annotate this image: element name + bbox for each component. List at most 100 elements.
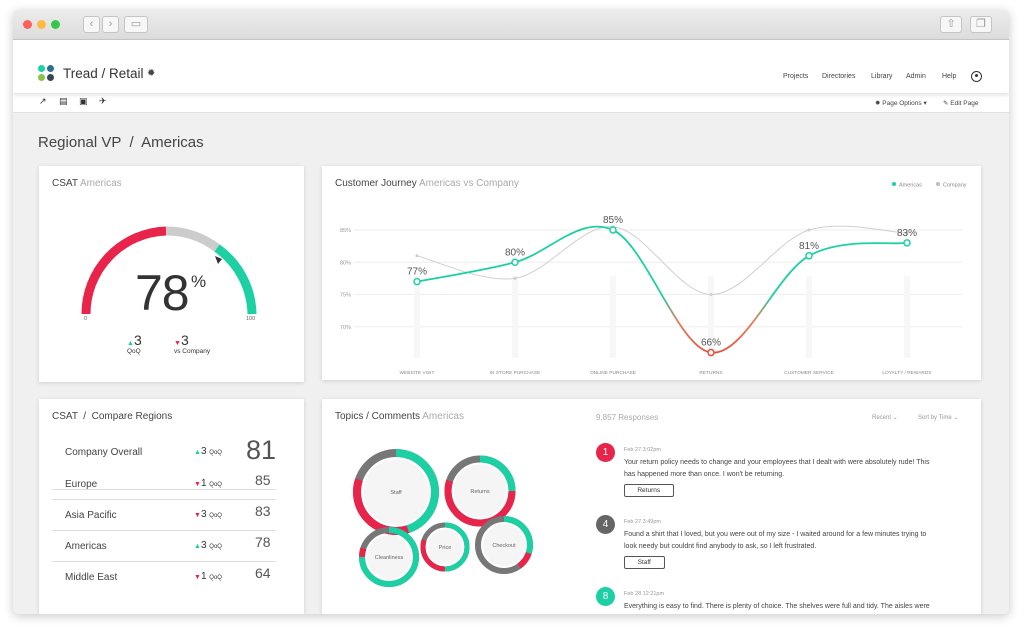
x-tick-label: RETURNS <box>699 370 722 376</box>
back-button[interactable]: ‹ <box>83 16 100 33</box>
x-tick-label: ONLINE PURCHASE <box>590 370 636 376</box>
close-window-button[interactable] <box>23 20 32 29</box>
americas-point[interactable] <box>511 258 519 266</box>
region-score: 78 <box>255 534 271 550</box>
bubble-negative-arc <box>444 455 516 527</box>
region-score: 64 <box>255 565 271 581</box>
arrow-down-icon: ▼ <box>194 512 201 519</box>
page-options-button[interactable]: ✹ Page Options ▾ <box>875 100 927 107</box>
app-header: Tread / Retail ✹ Projects Directories Li… <box>13 40 1009 93</box>
sort-label: Sort by Time <box>918 415 952 421</box>
region-name: Americas <box>65 541 107 552</box>
bubble-label: Cleanliness <box>375 555 404 561</box>
compare-title: CSAT / Compare Regions <box>52 411 173 422</box>
x-tick-label: CUSTOMER SERVICE <box>784 370 834 376</box>
sidebar-toggle-button[interactable]: ▭ <box>124 16 148 33</box>
topic-bubbles: Staff Returns Price Cleanliness Checkout <box>353 449 533 587</box>
arrow-up-icon: ▲ <box>127 340 134 347</box>
region-row[interactable]: Company Overall ▲3 QoQ 81 <box>52 427 276 490</box>
data-label: 77% <box>407 267 427 278</box>
card-title: Customer Journey Americas vs Company <box>335 178 519 189</box>
qoq-label: QoQ <box>209 544 222 550</box>
americas-point[interactable] <box>609 226 617 234</box>
csat-percent: % <box>191 272 207 291</box>
y-tick-label: 70% <box>340 325 351 331</box>
qoq-label: QoQ <box>209 450 222 456</box>
nav-projects[interactable]: Projects <box>783 73 809 80</box>
region-name: Middle East <box>65 572 118 583</box>
trend-icon[interactable]: ↗ <box>39 96 47 106</box>
topic-bubble[interactable]: Returns <box>444 455 516 527</box>
region-row[interactable]: Europe ▼1 QoQ 85 <box>52 469 276 500</box>
compare-regions-card: CSAT / Compare Regions Company Overall ▲3… <box>39 399 304 614</box>
forward-button[interactable]: › <box>102 16 119 33</box>
browser-chrome: ‹ › ▭ ⇧ ❐ <box>13 10 1009 40</box>
category-column <box>806 276 812 358</box>
region-row[interactable]: Asia Pacific ▼3 QoQ 83 <box>52 500 276 531</box>
gear-icon[interactable]: ✹ <box>147 68 156 79</box>
comment-line: Found a shirt that I loved, but you were… <box>624 531 927 538</box>
region-row[interactable]: Middle East ▼1 QoQ 64 <box>52 562 276 593</box>
americas-point[interactable] <box>903 239 911 247</box>
data-label: 80% <box>505 247 525 258</box>
category-column <box>512 276 518 358</box>
bubble-negative-arc <box>420 522 470 572</box>
chevron-right-icon: › <box>108 18 113 30</box>
x-tick-label: LOYALTY / REWARDS <box>882 370 931 376</box>
qoq-label: QoQ <box>209 482 222 488</box>
nav-directories[interactable]: Directories <box>822 73 856 80</box>
arrow-up-icon: ▲ <box>194 449 201 456</box>
recent-dropdown[interactable]: Recent ⌄ <box>872 414 898 421</box>
csat-score: 78 <box>135 265 190 321</box>
nav-admin[interactable]: Admin <box>906 73 926 80</box>
series-company-line <box>416 225 908 296</box>
topics-subtitle: Americas <box>422 411 464 422</box>
category-column <box>708 276 714 358</box>
gauge-pointer <box>215 256 222 264</box>
gear-icon: ✹ <box>875 100 883 107</box>
bubble-label: Staff <box>390 490 402 496</box>
minimize-window-button[interactable] <box>37 20 46 29</box>
nav-help[interactable]: Help <box>942 73 957 80</box>
topic-bubble[interactable]: Checkout <box>475 516 533 574</box>
user-icon[interactable] <box>971 71 982 82</box>
app-window: ‹ › ▭ ⇧ ❐ Tread / Retail ✹ Projects Dire… <box>13 10 1009 614</box>
sort-dropdown[interactable]: Sort by Time ⌄ <box>918 414 958 421</box>
qoq-value: 3 <box>133 332 142 348</box>
card-title: CSAT Americas <box>52 178 122 189</box>
legend-company[interactable]: Company <box>936 182 967 189</box>
edit-page-button[interactable]: ✎ Edit Page <box>943 99 978 107</box>
arrow-down-icon: ▼ <box>174 340 181 347</box>
region-delta: ▲3 QoQ <box>194 446 222 457</box>
region-row[interactable]: Americas ▲3 QoQ 78 <box>52 531 276 562</box>
data-label: 81% <box>799 241 819 252</box>
nav-library[interactable]: Library <box>871 73 893 80</box>
region-score: 81 <box>246 435 277 465</box>
vs-value: 3 <box>180 332 189 348</box>
comment-tag-button[interactable]: Staff <box>624 556 665 569</box>
topic-bubble[interactable]: Staff <box>353 449 439 535</box>
maximize-window-button[interactable] <box>51 20 60 29</box>
gauge-min: 0 <box>84 316 88 322</box>
page-toolbar: ↗ ▤ ▣ ✈ ✹ Page Options ▾ ✎ Edit Page <box>13 93 1009 113</box>
topic-bubble[interactable]: Price <box>420 522 470 572</box>
edit-page-label: Edit Page <box>950 100 979 107</box>
chevron-down-icon: ⌄ <box>892 415 898 421</box>
legend-americas[interactable]: Americas <box>892 182 922 189</box>
pin-icon[interactable]: ✈ <box>99 96 107 106</box>
export-icon[interactable]: ▣ <box>79 96 88 106</box>
comment-tag-button[interactable]: Returns <box>624 484 674 497</box>
document-icon[interactable]: ▤ <box>59 96 68 106</box>
americas-point[interactable] <box>805 252 813 260</box>
topic-bubble[interactable]: Cleanliness <box>359 527 419 587</box>
gauge-gray-arc <box>165 226 220 252</box>
y-tick-label: 85% <box>340 228 351 234</box>
bubble-label: Price <box>439 545 452 551</box>
share-button[interactable]: ⇧ <box>940 16 962 33</box>
bubble-label: Checkout <box>492 543 516 549</box>
tabs-button[interactable]: ❐ <box>970 16 992 33</box>
americas-point[interactable] <box>413 277 421 286</box>
topics-title: Topics / Comments <box>335 411 421 422</box>
americas-point[interactable] <box>707 348 715 357</box>
category-column <box>610 276 616 358</box>
